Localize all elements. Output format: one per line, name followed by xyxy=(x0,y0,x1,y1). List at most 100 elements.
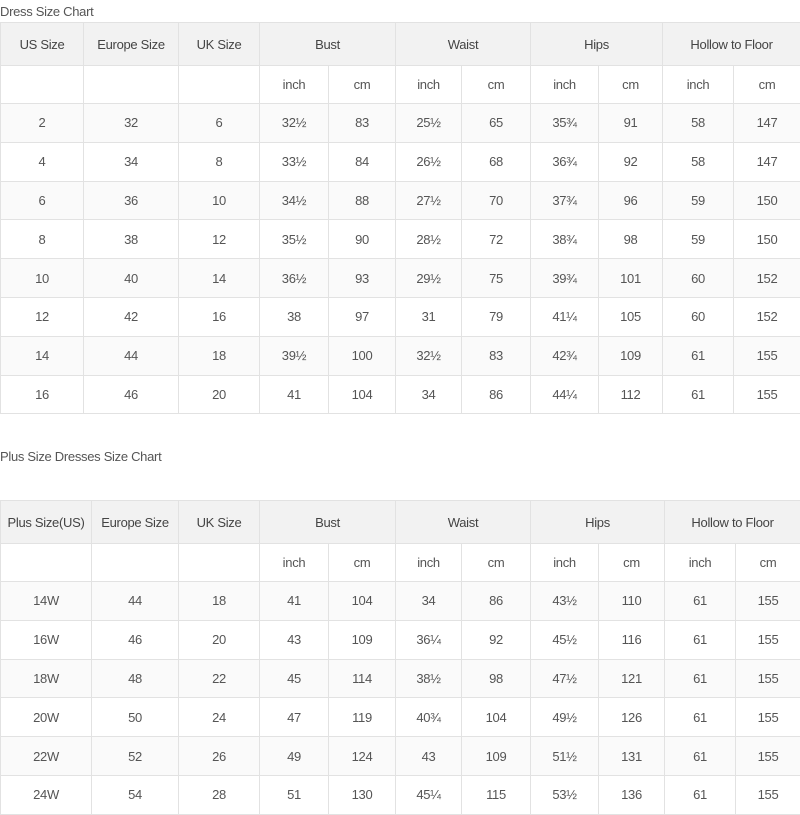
table-cell: 32½ xyxy=(396,336,462,375)
table-cell: 155 xyxy=(736,775,800,814)
table-cell: 86 xyxy=(462,375,531,414)
table-cell: 47 xyxy=(260,698,329,737)
table-cell: 32 xyxy=(84,104,179,143)
table-cell: 22 xyxy=(179,659,260,698)
table-cell: 155 xyxy=(736,737,800,776)
table-cell: 126 xyxy=(599,698,665,737)
column-header: Europe Size xyxy=(84,23,179,66)
table-cell: 16 xyxy=(1,375,84,414)
table-cell: 61 xyxy=(665,582,736,621)
table-cell: 91 xyxy=(599,104,663,143)
table-cell: 40 xyxy=(84,259,179,298)
unit-header: cm xyxy=(462,66,531,104)
table-cell: 155 xyxy=(736,582,800,621)
table-cell: 61 xyxy=(663,375,734,414)
table-cell: 124 xyxy=(329,737,396,776)
table-cell: 26 xyxy=(179,737,260,776)
column-header: Bust xyxy=(260,23,396,66)
table-cell: 104 xyxy=(329,375,396,414)
table-cell: 79 xyxy=(462,297,531,336)
table-cell: 60 xyxy=(663,259,734,298)
table-cell: 72 xyxy=(462,220,531,259)
table-cell: 38½ xyxy=(396,659,462,698)
unit-header: inch xyxy=(665,544,736,582)
table-cell: 92 xyxy=(462,620,531,659)
table-cell: 36 xyxy=(84,181,179,220)
table-cell: 38 xyxy=(84,220,179,259)
table-cell: 52 xyxy=(92,737,179,776)
table-cell: 105 xyxy=(599,297,663,336)
table-cell: 61 xyxy=(663,336,734,375)
table-cell: 109 xyxy=(329,620,396,659)
table-cell: 61 xyxy=(665,737,736,776)
table-cell: 39½ xyxy=(260,336,329,375)
table-cell: 12 xyxy=(1,297,84,336)
table-cell: 8 xyxy=(179,142,260,181)
unit-header: inch xyxy=(531,66,599,104)
table-cell: 12 xyxy=(179,220,260,259)
table-cell: 110 xyxy=(599,582,665,621)
plus-size-chart-title: Plus Size Dresses Size Chart xyxy=(0,449,161,464)
table-cell: 18 xyxy=(179,336,260,375)
table-cell: 41 xyxy=(260,375,329,414)
table-cell: 51½ xyxy=(531,737,599,776)
table-cell: 155 xyxy=(734,336,800,375)
column-header: Hips xyxy=(531,501,665,544)
table-cell: 45 xyxy=(260,659,329,698)
table-cell: 50 xyxy=(92,698,179,737)
table-cell: 6 xyxy=(1,181,84,220)
table-cell: 93 xyxy=(329,259,396,298)
empty-cell xyxy=(84,66,179,104)
table-cell: 20 xyxy=(179,620,260,659)
table-cell: 44 xyxy=(92,582,179,621)
table-cell: 84 xyxy=(329,142,396,181)
table-cell: 61 xyxy=(665,698,736,737)
table-cell: 38 xyxy=(260,297,329,336)
table-cell: 14W xyxy=(1,582,92,621)
unit-header: inch xyxy=(260,544,329,582)
table-cell: 104 xyxy=(462,698,531,737)
table-cell: 61 xyxy=(665,659,736,698)
table-cell: 37¾ xyxy=(531,181,599,220)
empty-cell xyxy=(179,66,260,104)
table-cell: 35¾ xyxy=(531,104,599,143)
column-header: US Size xyxy=(1,23,84,66)
table-cell: 42 xyxy=(84,297,179,336)
table-cell: 35½ xyxy=(260,220,329,259)
table-cell: 83 xyxy=(462,336,531,375)
table-cell: 88 xyxy=(329,181,396,220)
table-cell: 86 xyxy=(462,582,531,621)
table-cell: 27½ xyxy=(396,181,462,220)
table-cell: 59 xyxy=(663,220,734,259)
table-cell: 92 xyxy=(599,142,663,181)
dress-size-chart-title: Dress Size Chart xyxy=(0,4,93,19)
unit-header: inch xyxy=(260,66,329,104)
table-cell: 115 xyxy=(462,775,531,814)
table-cell: 18W xyxy=(1,659,92,698)
unit-header: cm xyxy=(329,544,396,582)
table-cell: 68 xyxy=(462,142,531,181)
table-cell: 20W xyxy=(1,698,92,737)
column-header: Waist xyxy=(396,501,531,544)
table-cell: 150 xyxy=(734,220,800,259)
table-cell: 29½ xyxy=(396,259,462,298)
empty-cell xyxy=(92,544,179,582)
table-cell: 36¾ xyxy=(531,142,599,181)
table-cell: 109 xyxy=(599,336,663,375)
table-cell: 96 xyxy=(599,181,663,220)
table-cell: 48 xyxy=(92,659,179,698)
table-cell: 6 xyxy=(179,104,260,143)
unit-header: inch xyxy=(531,544,599,582)
